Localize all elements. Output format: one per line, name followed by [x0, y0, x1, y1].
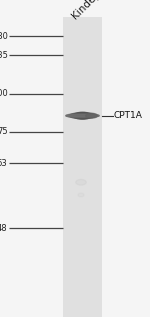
Text: 75: 75 — [0, 127, 8, 136]
Ellipse shape — [66, 114, 99, 117]
Text: 48: 48 — [0, 224, 8, 233]
Ellipse shape — [69, 113, 96, 119]
Bar — [63, 17, 102, 317]
Ellipse shape — [74, 112, 92, 119]
Text: Kindey: Kindey — [70, 0, 103, 22]
Text: CPT1A: CPT1A — [114, 111, 143, 120]
Text: 135: 135 — [0, 51, 8, 60]
Ellipse shape — [76, 179, 86, 185]
Text: 180: 180 — [0, 32, 8, 41]
Ellipse shape — [78, 193, 84, 197]
Text: 63: 63 — [0, 159, 8, 168]
Text: 100: 100 — [0, 89, 8, 98]
Ellipse shape — [86, 113, 97, 118]
Ellipse shape — [66, 113, 99, 118]
